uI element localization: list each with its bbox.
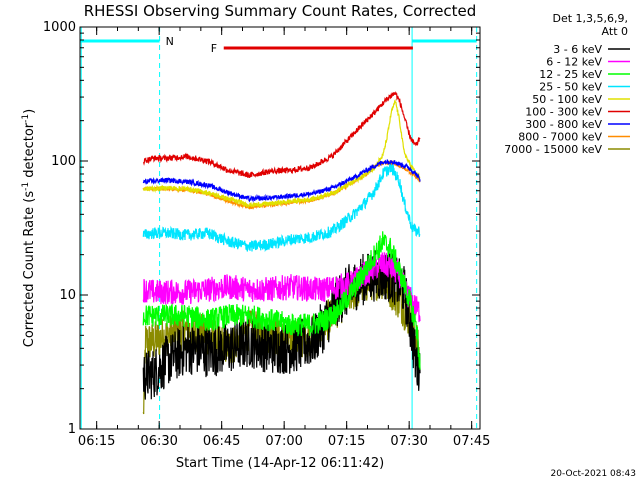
legend-label-8: 7000 - 15000 keV [504, 143, 602, 156]
flare-flag-label: F [211, 42, 217, 55]
flag-layer: NF [80, 27, 478, 429]
legend-label-4: 50 - 100 keV [532, 93, 602, 106]
x-tick-label-0: 06:15 [78, 434, 115, 449]
legend-header-line-2: Att 0 [602, 25, 628, 38]
legend-label-6: 300 - 800 keV [525, 118, 602, 131]
legend-label-7: 800 - 7000 keV [518, 131, 602, 144]
series-line-2 [142, 231, 421, 370]
x-tick-label-4: 07:15 [328, 434, 365, 449]
x-tick-label-6: 07:45 [453, 434, 490, 449]
legend-header-line-1: Det 1,3,5,6,9, [552, 12, 628, 25]
x-axis-label: Start Time (14-Apr-12 06:11:42) [176, 456, 384, 471]
series-line-5 [142, 90, 421, 178]
y-axis-label-mid: detector [22, 122, 37, 182]
series-line-6 [142, 159, 421, 203]
legend-label-3: 25 - 50 keV [539, 81, 602, 94]
x-tick-label-3: 07:00 [265, 434, 302, 449]
legend-label-0: 3 - 6 keV [553, 43, 602, 56]
y-tick-label-0: 1 [68, 422, 76, 437]
y-tick-label-2: 100 [51, 154, 76, 169]
series-layer [142, 90, 421, 415]
chart-title: RHESSI Observing Summary Count Rates, Co… [84, 2, 477, 20]
legend-label-5: 100 - 300 keV [525, 106, 602, 119]
y-tick-label-1: 10 [59, 288, 76, 303]
legend-label-2: 12 - 25 keV [539, 68, 602, 81]
timestamp-footer: 20-Oct-2021 08:43 [551, 469, 636, 479]
series-line-3 [142, 161, 421, 253]
legend-label-1: 6 - 12 keV [546, 56, 602, 69]
x-tick-label-1: 06:30 [140, 434, 177, 449]
x-tick-label-2: 06:45 [203, 434, 240, 449]
plot-frame [79, 26, 481, 430]
y-axis-label-exp2: -1 [21, 114, 31, 123]
y-tick-label-3: 1000 [43, 20, 76, 35]
y-axis-label-exp1: -1 [21, 182, 31, 191]
y-axis-label: Corrected Count Rate (s-1 detector-1) [21, 109, 37, 347]
y-axis-label-main: Corrected Count Rate (s [22, 191, 37, 348]
x-tick-label-5: 07:30 [390, 434, 427, 449]
night-flag-label: N [166, 35, 174, 48]
axis-layer: 06:15 06:30 06:45 07:00 07:15 07:30 07:45 1 10 10… [43, 20, 490, 449]
y-axis-label-end: ) [22, 109, 37, 114]
